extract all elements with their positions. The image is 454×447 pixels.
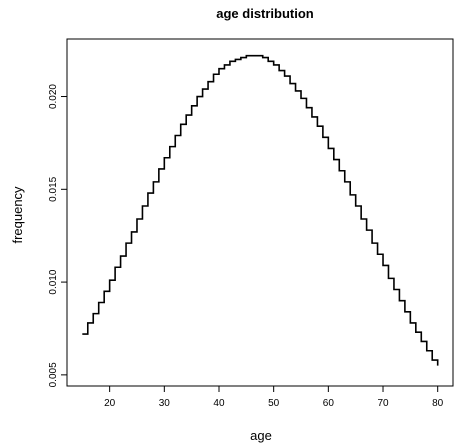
x-tick-label: 40 [213, 398, 225, 409]
x-tick-label: 80 [432, 398, 444, 409]
series-step-line [82, 54, 439, 366]
x-tick-label: 20 [104, 398, 116, 409]
chart-title: age distribution [216, 6, 314, 21]
plot-frame [66, 38, 454, 387]
x-axis: 20 30 40 50 60 70 80 [104, 386, 444, 409]
y-tick-label: 0.005 [48, 362, 59, 387]
x-tick-label: 60 [323, 398, 335, 409]
y-axis: 0.005 0.010 0.015 0.020 [48, 84, 67, 387]
y-tick-label: 0.020 [48, 84, 59, 109]
x-tick-label: 30 [159, 398, 171, 409]
x-tick-label: 70 [377, 398, 389, 409]
y-tick-label: 0.015 [48, 176, 59, 201]
x-axis-label: age [250, 428, 272, 443]
y-tick-label: 0.010 [48, 269, 59, 294]
y-axis-label: frequency [10, 186, 25, 244]
x-tick-label: 50 [268, 398, 280, 409]
